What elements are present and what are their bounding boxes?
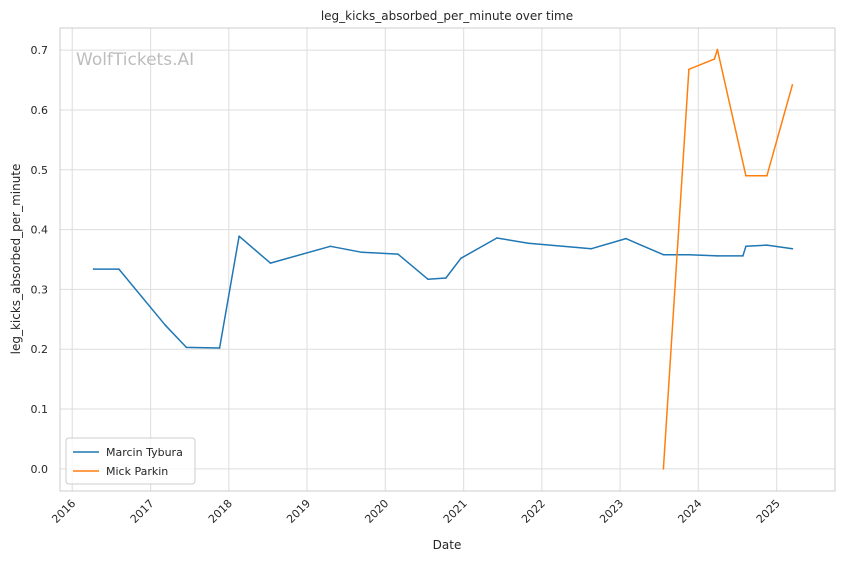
grid [60,28,835,491]
data-point-marcin-tybura [445,277,447,279]
data-point-marcin-tybura [397,253,399,255]
data-point-marcin-tybura [269,262,272,264]
data-point-mick-parkin [662,468,665,470]
legend-box [65,437,196,485]
x-axis-label: Date [433,538,462,552]
data-point-marcin-tybura [460,257,462,260]
y-tick-label: 0.1 [31,403,49,416]
data-point-mick-parkin [713,58,716,60]
data-point-marcin-tybura [185,346,188,349]
data-point-mick-parkin [745,175,747,177]
data-point-marcin-tybura [662,253,665,256]
data-point-marcin-tybura [361,251,363,254]
data-point-mick-parkin [791,84,794,86]
data-point-marcin-tybura [496,237,498,239]
data-point-marcin-tybura [118,268,120,270]
y-tick-label: 0.6 [31,104,49,117]
data-point-mick-parkin [716,48,719,51]
data-point-marcin-tybura [716,255,719,257]
legend: Marcin Tybura Mick Parkin [65,437,196,485]
y-tick-label: 0.7 [31,44,49,57]
data-point-marcin-tybura [688,253,690,256]
legend-label-marcin-tybura: Marcin Tybura [106,446,183,459]
data-point-marcin-tybura [742,255,744,257]
data-point-marcin-tybura [766,244,768,246]
y-tick-label: 0.0 [31,463,49,476]
y-axis-ticks: 0.0 0.1 0.2 0.3 0.4 0.5 0.6 0.7 [31,44,49,476]
y-tick-label: 0.2 [31,343,49,356]
data-point-marcin-tybura [791,247,794,250]
data-point-marcin-tybura [238,235,240,237]
y-tick-label: 0.4 [31,224,49,237]
data-point-marcin-tybura [164,324,167,327]
data-point-marcin-tybura [590,247,593,250]
y-tick-label: 0.3 [31,283,49,296]
y-axis-label: leg_kicks_absorbed_per_minute [9,164,23,355]
data-point-marcin-tybura [329,245,332,248]
chart-title: leg_kicks_absorbed_per_minute over time [321,9,573,23]
data-point-mick-parkin [688,68,690,71]
data-point-marcin-tybura [92,268,95,270]
plot-area [60,28,835,491]
series-line-marcin-tybura [93,235,793,349]
data-point-marcin-tybura [625,237,627,240]
series-lines [92,48,794,470]
data-point-mick-parkin [766,175,768,177]
data-point-marcin-tybura [218,347,221,349]
data-point-marcin-tybura [745,245,747,248]
data-point-marcin-tybura [427,278,429,281]
legend-label-mick-parkin: Mick Parkin [106,465,168,478]
data-point-marcin-tybura [527,242,530,245]
plot-frame [59,27,836,492]
watermark: WolfTickets.AI [76,50,194,70]
y-tick-label: 0.5 [31,164,49,177]
